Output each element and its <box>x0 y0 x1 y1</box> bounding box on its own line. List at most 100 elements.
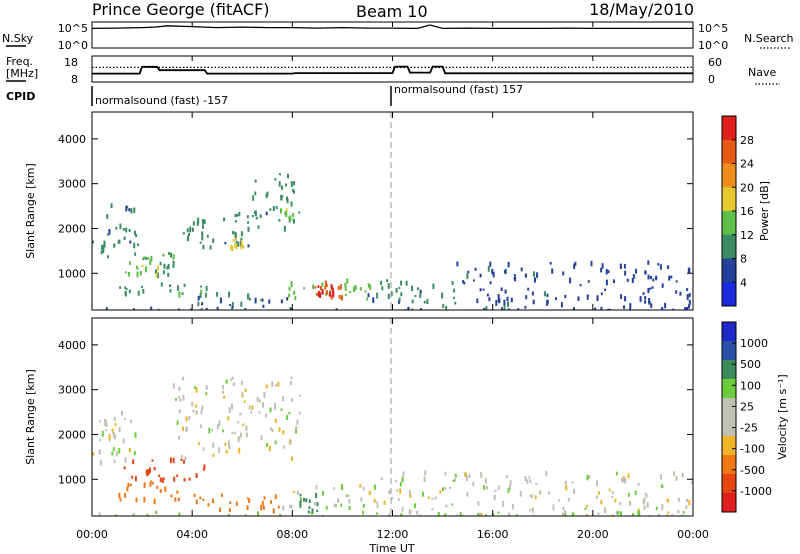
range-cell <box>113 416 116 421</box>
range-cell <box>290 397 293 403</box>
range-cell <box>331 287 334 293</box>
range-cell <box>283 225 286 232</box>
range-cell <box>531 291 534 296</box>
range-cell <box>686 294 689 301</box>
range-cell <box>376 292 379 299</box>
range-cell <box>398 286 401 289</box>
range-cell <box>231 306 234 310</box>
range-cell <box>303 497 305 502</box>
range-cell <box>223 395 226 399</box>
range-cell <box>201 219 204 224</box>
range-cell <box>452 479 455 482</box>
range-cell <box>128 289 131 294</box>
range-cell <box>604 288 607 292</box>
range-cell <box>449 486 451 489</box>
range-cell <box>110 203 113 208</box>
range-cell <box>661 307 664 310</box>
range-cell <box>299 493 302 497</box>
range-cell <box>206 234 209 238</box>
range-cell <box>159 261 162 266</box>
range-cell <box>122 228 125 231</box>
range-cell <box>437 512 440 516</box>
range-cell <box>285 309 288 310</box>
range-cell <box>325 290 328 295</box>
range-cell <box>372 297 375 303</box>
range-cell <box>313 502 316 506</box>
range-cell <box>453 478 456 482</box>
range-cell <box>500 287 503 292</box>
range-cell <box>192 409 195 413</box>
range-cell <box>240 237 243 240</box>
range-cell <box>296 419 299 425</box>
range-cell <box>486 486 488 490</box>
range-cell <box>274 494 277 500</box>
range-cell <box>659 264 662 270</box>
range-cell <box>157 308 160 310</box>
range-cell <box>626 278 629 282</box>
range-cell <box>442 303 445 308</box>
range-cell <box>398 297 401 302</box>
range-cell <box>579 284 582 287</box>
range-cell <box>247 497 250 500</box>
range-cell <box>236 213 239 217</box>
range-cell <box>588 475 591 479</box>
range-cell <box>628 492 631 497</box>
range-cell <box>507 487 510 494</box>
range-cell <box>298 211 301 214</box>
range-cell <box>341 484 343 490</box>
range-cell <box>260 299 263 302</box>
range-cell <box>272 508 275 514</box>
range-cell <box>118 447 121 454</box>
range-cell <box>660 484 663 489</box>
range-cell <box>157 272 159 279</box>
nsky-series <box>91 24 693 30</box>
range-cell <box>232 230 235 235</box>
range-cell <box>400 280 403 286</box>
range-cell <box>623 305 625 309</box>
range-cell <box>195 410 198 415</box>
range-cell <box>299 500 302 505</box>
range-cell <box>167 263 170 269</box>
range-cell <box>667 511 670 514</box>
range-cell <box>290 307 293 310</box>
range-cell <box>524 476 527 481</box>
range-cell <box>145 266 147 273</box>
range-cell <box>629 308 632 310</box>
sky-right-tick-top: 10^5 <box>698 22 728 35</box>
range-cell <box>289 440 292 445</box>
range-cell <box>240 380 243 386</box>
range-cell <box>146 513 149 516</box>
range-cell <box>474 267 477 271</box>
range-cell <box>114 423 117 426</box>
range-cell <box>648 298 651 304</box>
range-cell <box>396 489 399 492</box>
range-cell <box>529 508 532 512</box>
range-cell <box>615 511 618 515</box>
range-cell <box>280 408 283 411</box>
range-cell <box>244 308 247 310</box>
range-cell <box>315 293 318 296</box>
range-cell <box>623 264 626 269</box>
range-cell <box>402 471 405 477</box>
ytick-label: 3000 <box>58 384 86 397</box>
range-cell <box>200 409 203 415</box>
range-cell <box>149 482 152 487</box>
range-cell <box>486 293 489 297</box>
range-cell <box>294 295 297 301</box>
range-cell <box>172 254 175 260</box>
range-cell <box>395 288 398 293</box>
range-cell <box>182 426 184 431</box>
range-cell <box>280 208 282 214</box>
range-cell <box>409 510 412 513</box>
range-cell <box>103 243 106 248</box>
range-cell <box>288 286 291 291</box>
range-cell <box>564 510 566 514</box>
range-cell <box>631 277 634 283</box>
range-cell <box>561 512 564 516</box>
range-cell <box>231 431 234 435</box>
range-cell <box>444 513 447 516</box>
range-cell <box>123 466 126 470</box>
range-cell <box>643 505 646 510</box>
range-cell <box>104 419 106 423</box>
range-cell <box>115 450 118 457</box>
